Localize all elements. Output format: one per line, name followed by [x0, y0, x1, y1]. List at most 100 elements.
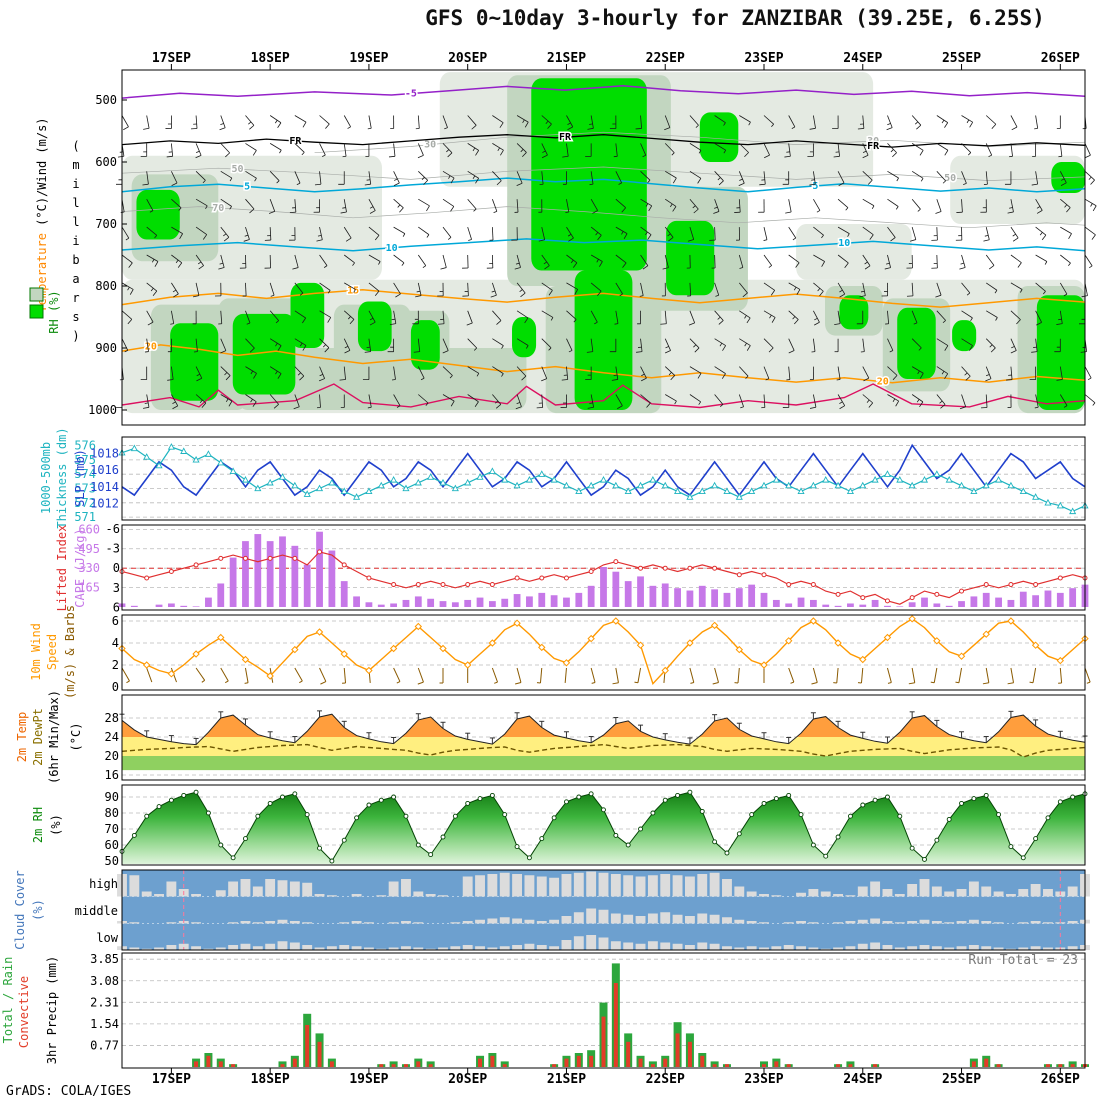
cape-bar	[698, 585, 706, 607]
cloud-bar-middle	[993, 922, 1004, 924]
cloud-bar-middle	[586, 908, 597, 924]
precip-convective-bar	[502, 1064, 507, 1067]
cloud-bar-middle	[166, 922, 177, 924]
precip-convective-bar	[379, 1064, 384, 1067]
date-label-top: 17SEP	[152, 51, 191, 66]
cloud-bar-high	[931, 886, 942, 897]
cloud-bar-low	[722, 946, 732, 950]
ylabel-millibars-char: b	[72, 253, 79, 267]
date-label-bottom: 24SEP	[843, 1072, 882, 1087]
cloud-bar-low	[894, 947, 905, 950]
cape-bar	[254, 534, 262, 607]
cape-bar	[982, 592, 990, 607]
cape-bar	[205, 597, 212, 607]
cape-bar	[884, 605, 891, 607]
date-label-bottom: 20SEP	[448, 1072, 487, 1087]
cloud-bar-middle	[363, 922, 374, 924]
cloud-bar-high	[277, 880, 288, 897]
cloud-bar-low	[265, 943, 276, 950]
cloud-bar-high	[289, 881, 300, 897]
precip-convective-bar	[391, 1064, 396, 1067]
axis-tick-label: 2	[112, 658, 119, 672]
cloud-bar-middle	[1030, 921, 1041, 924]
cloud-bar-low	[709, 943, 720, 950]
axis-tick-label: 1014	[90, 480, 119, 494]
cape-bar	[242, 541, 249, 607]
contour-label: 70	[212, 203, 224, 214]
wind10m-frame	[121, 614, 1086, 691]
axis-tick-label: 28	[105, 711, 119, 725]
cloud-bar-high	[1043, 889, 1053, 897]
cloud-bar-middle	[944, 922, 955, 924]
temp2m-frame	[121, 694, 1086, 781]
cloud-bar-high	[944, 891, 955, 897]
cloud-bar-high	[141, 891, 152, 897]
grads-credit: GrADS: COLA/IGES	[6, 1084, 132, 1099]
cape-bar	[303, 564, 311, 607]
date-label-bottom: 26SEP	[1041, 1072, 1080, 1087]
cloud-bar-high	[722, 879, 732, 897]
contour--5	[122, 84, 1085, 99]
cloud-bar-low	[734, 947, 745, 950]
ylabel-millibars-char: i	[72, 234, 79, 248]
cape-bar	[797, 597, 805, 607]
cape-bar	[847, 603, 854, 607]
cloud-bar-high	[129, 875, 140, 897]
precip-convective-bar	[292, 1058, 297, 1067]
cape-bar	[995, 597, 1002, 607]
cloud-bar-middle	[833, 922, 844, 924]
cape-bar	[760, 592, 768, 607]
contour-5	[122, 177, 1085, 193]
cape-bar	[451, 602, 459, 607]
cloud-bar-middle	[561, 916, 572, 924]
ylabel-millibars-char: (	[72, 139, 79, 153]
cloud-bar-middle	[882, 921, 893, 924]
ylabel-wind10m-1: 10m Wind	[29, 623, 43, 681]
precip-frame	[121, 952, 1086, 1069]
cape-bar	[723, 592, 731, 607]
cape-bar	[686, 590, 694, 607]
cloud-bar-middle	[1067, 921, 1078, 924]
cloud-bar-high	[709, 872, 720, 897]
precip-convective-bar	[231, 1064, 236, 1067]
cloud-bar-low	[512, 945, 523, 950]
cloud-bar-middle	[277, 919, 288, 924]
cloud-bar-middle	[1043, 922, 1053, 924]
cape-bar	[513, 594, 521, 607]
panel-cloud-cover	[117, 870, 1090, 950]
cape-bar	[353, 596, 360, 607]
cloud-bar-low	[487, 947, 498, 950]
precip-convective-bar	[194, 1061, 199, 1067]
cloud-bar-high	[734, 886, 745, 897]
contour-label: 50	[232, 164, 244, 175]
ylabel-precip-total: Total / Rain	[1, 957, 15, 1044]
cloud-bar-high	[252, 886, 263, 897]
ylabel-millibars-char: m	[72, 158, 79, 172]
cape-frame	[121, 524, 1086, 611]
cloud-bar-high	[438, 895, 448, 897]
cloud-bar-low	[635, 943, 646, 950]
axis-tick-label: 495	[78, 542, 100, 556]
cape-bar	[167, 603, 175, 607]
date-label-bottom: 22SEP	[646, 1072, 685, 1087]
cape-bar	[575, 592, 583, 607]
cloud-bar-high	[302, 882, 313, 897]
precip-convective-bar	[589, 1055, 594, 1067]
axis-tick-label: 1016	[90, 463, 119, 477]
precip-convective-bar	[700, 1055, 705, 1067]
precip-convective-bar	[280, 1064, 285, 1067]
ylabel-cloud-cover: Cloud Cover	[13, 870, 27, 949]
precip-convective-bar	[1070, 1064, 1075, 1067]
cloud-bar-middle	[808, 922, 819, 924]
cloud-bar-middle	[302, 922, 313, 924]
cloud-bar-middle	[265, 921, 276, 924]
cape-bar	[921, 597, 928, 607]
cloud-bar-high	[524, 875, 535, 897]
precip-convective-bar	[329, 1061, 334, 1067]
cloud-bar-high	[191, 894, 202, 897]
cape-bar	[908, 602, 916, 607]
axis-tick-label: -3	[106, 542, 120, 556]
panel-wind10m	[118, 615, 1091, 686]
cloud-bar-high	[240, 879, 251, 897]
